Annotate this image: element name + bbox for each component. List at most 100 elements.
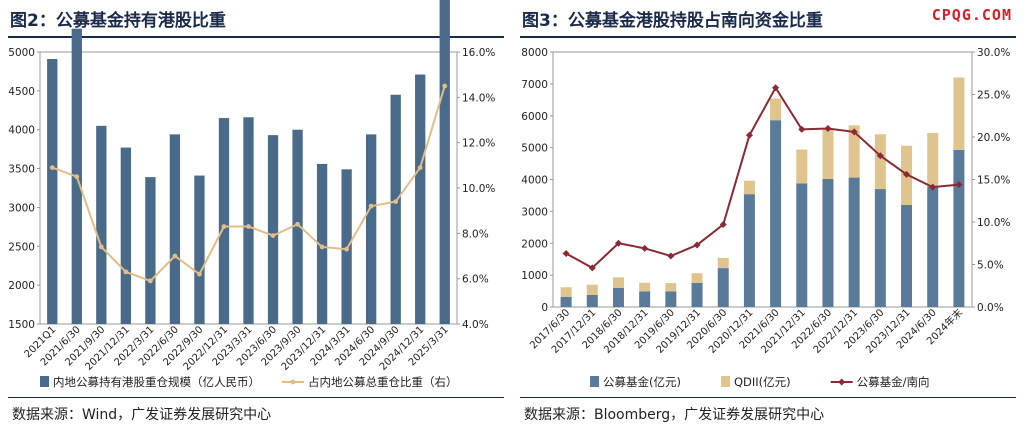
right-bar xyxy=(586,284,598,295)
right-y-right-tick-label: 10.0% xyxy=(977,217,1010,229)
left-y-left-tick-label: 1500 xyxy=(8,319,35,331)
left-line-point xyxy=(246,224,251,229)
right-line-point xyxy=(903,170,911,178)
right-bar xyxy=(874,189,886,307)
right-line-point xyxy=(719,221,727,229)
left-y-right-tick-label: 8.0% xyxy=(462,228,489,240)
right-bar xyxy=(822,128,834,179)
left-legend-label: 内地公募持有港股重仓规模（亿人民币） xyxy=(53,375,260,389)
left-y-left-tick-label: 4000 xyxy=(8,125,35,137)
left-line-point xyxy=(74,174,80,180)
left-bar xyxy=(243,117,254,324)
title-rule-right xyxy=(520,36,1016,38)
right-bar xyxy=(665,291,677,307)
left-bar xyxy=(415,74,426,324)
left-line-point xyxy=(270,233,276,239)
left-line-point xyxy=(417,165,423,171)
right-line-point xyxy=(929,183,937,191)
right-y-right-tick-label: 15.0% xyxy=(977,175,1010,187)
left-y-right-tick-label: 16.0% xyxy=(462,47,495,59)
left-bar xyxy=(194,175,205,324)
right-bar xyxy=(612,277,624,288)
left-line-point xyxy=(98,244,104,250)
title-rule-left xyxy=(8,36,504,38)
right-line-point xyxy=(772,84,780,92)
right-legend-label: QDII(亿元) xyxy=(734,375,791,389)
right-bar xyxy=(848,125,860,178)
right-bar xyxy=(560,296,572,307)
right-bar xyxy=(560,287,572,297)
chart-panel-left: 图2：公募基金持有港股比重 1500 2000 2500 3000 3500 4000 45… xyxy=(8,0,504,423)
right-bar xyxy=(953,149,965,307)
right-bar xyxy=(717,268,729,307)
chart-svg-right: 0 1000 2000 3000 4000 5000 6000 7000 8000 0.0% 5.0… xyxy=(521,47,1010,389)
left-bar xyxy=(218,118,230,324)
left-line-point xyxy=(442,83,448,89)
right-y-left-tick-label: 1000 xyxy=(521,270,548,282)
right-bar xyxy=(639,282,651,292)
left-legend-swatch xyxy=(40,376,49,387)
left-legend-marker xyxy=(290,379,296,385)
left-line-point xyxy=(197,271,202,277)
right-bar xyxy=(874,134,886,190)
right-series-line xyxy=(565,85,960,270)
right-legend-label: 公募基金/南向 xyxy=(857,375,930,389)
left-y-left-tick-label: 4500 xyxy=(8,86,35,98)
left-bar xyxy=(267,135,279,324)
left-bar xyxy=(96,125,107,324)
left-line-point xyxy=(123,269,129,275)
left-line-point xyxy=(393,199,399,205)
right-legend-marker xyxy=(838,378,846,386)
chart-svg-left: 1500 2000 2500 3000 3500 4000 4500 5000 4.0% 6.0%… xyxy=(8,0,495,389)
right-line-point xyxy=(693,241,701,249)
right-y-left-tick-label: 2000 xyxy=(521,238,548,250)
right-y-left-tick-label: 0 xyxy=(541,302,548,314)
right-legend-label: 公募基金(亿元) xyxy=(603,375,681,389)
right-bar xyxy=(953,77,965,150)
source-rule-left xyxy=(8,397,504,398)
right-bar xyxy=(717,257,729,269)
left-line-point xyxy=(147,278,153,284)
right-bar xyxy=(691,282,703,307)
right-legend-swatch xyxy=(720,376,730,387)
right-bar xyxy=(612,287,624,307)
right-legend-swatch xyxy=(590,376,599,387)
left-line-point xyxy=(221,224,227,229)
right-line-point xyxy=(876,152,884,160)
left-line-point xyxy=(344,246,350,252)
right-y-right-tick-label: 0.0% xyxy=(977,302,1004,314)
left-legend-label: 占内地公募总重仓比重（右） xyxy=(308,375,458,389)
right-bar xyxy=(796,149,808,184)
left-y-left-tick-label: 2000 xyxy=(8,280,35,292)
right-bar xyxy=(639,291,651,307)
right-line-point xyxy=(562,249,570,257)
left-y-right-tick-label: 12.0% xyxy=(462,138,495,150)
left-y-right-tick-label: 10.0% xyxy=(462,183,495,195)
right-line-point xyxy=(798,125,806,133)
right-bar xyxy=(822,178,834,307)
right-line-point xyxy=(850,128,858,136)
right-y-left-tick-label: 6000 xyxy=(521,111,548,123)
right-y-right-tick-label: 30.0% xyxy=(977,47,1010,59)
right-y-left-tick-label: 4000 xyxy=(521,175,548,187)
left-y-right-tick-label: 14.0% xyxy=(462,92,495,104)
left-bar xyxy=(145,177,156,324)
right-bar xyxy=(665,283,677,292)
source-note-right: 数据来源：Bloomberg，广发证券发展研究中心 xyxy=(524,407,825,423)
right-bar xyxy=(691,273,703,283)
left-bar xyxy=(316,163,328,324)
right-y-left-tick-label: 8000 xyxy=(521,47,548,59)
right-line-point xyxy=(641,244,649,252)
left-bar xyxy=(292,129,303,324)
left-y-right-tick-label: 6.0% xyxy=(462,274,489,286)
right-line-point xyxy=(824,125,832,132)
chart-panel-right: 图3：公募基金港股持股占南向资金比重 CPQG.COM 0 1000 2000 300… xyxy=(512,0,1024,430)
left-bar xyxy=(120,147,132,324)
left-line-point xyxy=(319,244,325,250)
right-bar xyxy=(770,120,782,308)
right-bar xyxy=(848,177,860,307)
source-note-left: 数据来源：Wind，广发证券发展研究中心 xyxy=(12,407,272,423)
right-y-left-tick-label: 5000 xyxy=(521,143,548,155)
brand-watermark: CPQG.COM xyxy=(931,6,1012,24)
left-bar xyxy=(390,94,401,324)
